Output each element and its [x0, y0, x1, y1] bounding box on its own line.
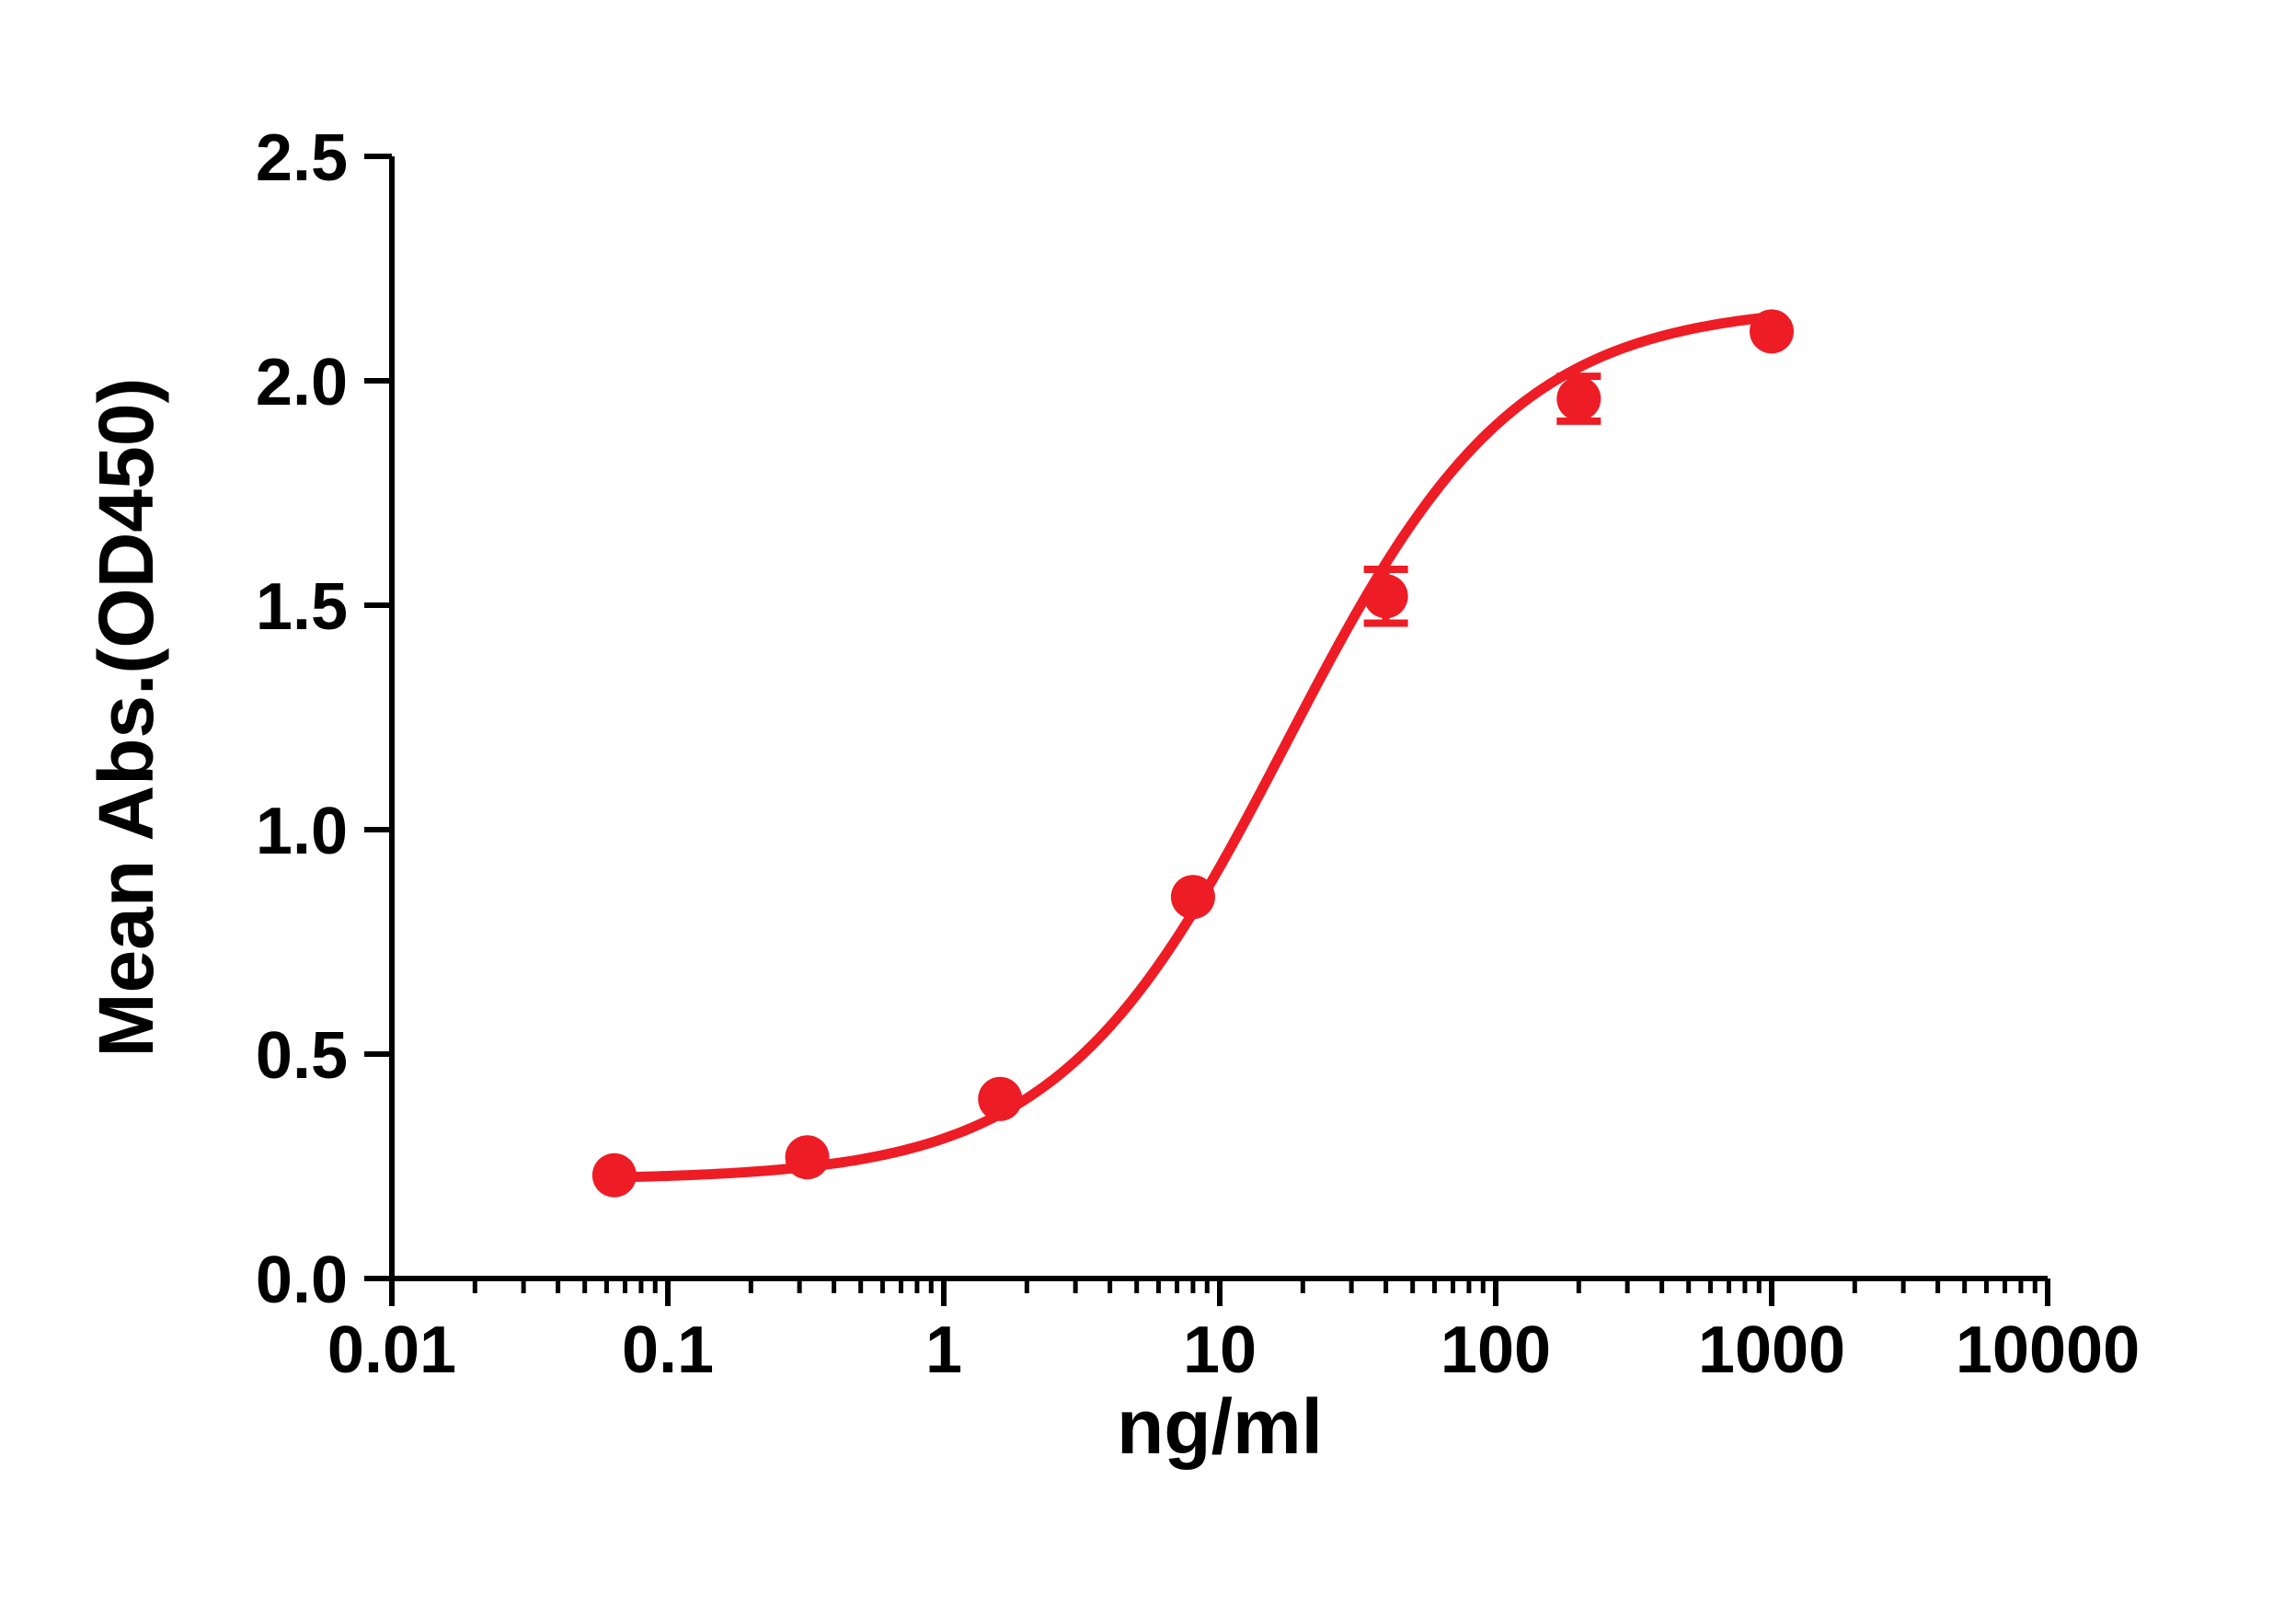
y-axis-title: Mean Abs.(OD450): [83, 377, 169, 1057]
x-axis-title: ng/ml: [1117, 1383, 1323, 1470]
data-marker: [592, 1153, 637, 1198]
data-marker: [978, 1077, 1022, 1121]
x-tick-label: 100: [1441, 1313, 1551, 1387]
data-marker: [786, 1135, 830, 1179]
x-tick-label: 10000: [1956, 1313, 2140, 1387]
x-tick-label: 0.01: [327, 1313, 456, 1387]
dose-response-chart: 0.0 0.5 1.0 1.5 2.0 2.5 0.01 0.1 1 10 100 1000 10000…: [0, 0, 2296, 1617]
x-tick-label: 1: [925, 1313, 962, 1387]
chart-container: 0.0 0.5 1.0 1.5 2.0 2.5 0.01 0.1 1 10 100 1000 10000…: [0, 0, 2296, 1617]
y-tick-label: 2.5: [256, 121, 348, 195]
y-tick-label: 0.5: [256, 1019, 348, 1093]
data-marker: [1750, 309, 1794, 353]
x-tick-label: 10: [1183, 1313, 1257, 1387]
data-marker: [1556, 377, 1601, 421]
y-tick-label: 1.5: [256, 570, 348, 644]
y-tick-label: 0.0: [256, 1244, 348, 1317]
y-tick-label: 2.0: [256, 346, 348, 419]
data-marker: [1171, 875, 1215, 919]
x-tick-label: 0.1: [622, 1313, 714, 1387]
data-marker: [1364, 574, 1408, 618]
x-tick-label: 1000: [1698, 1313, 1845, 1387]
y-tick-label: 1.0: [256, 795, 348, 868]
